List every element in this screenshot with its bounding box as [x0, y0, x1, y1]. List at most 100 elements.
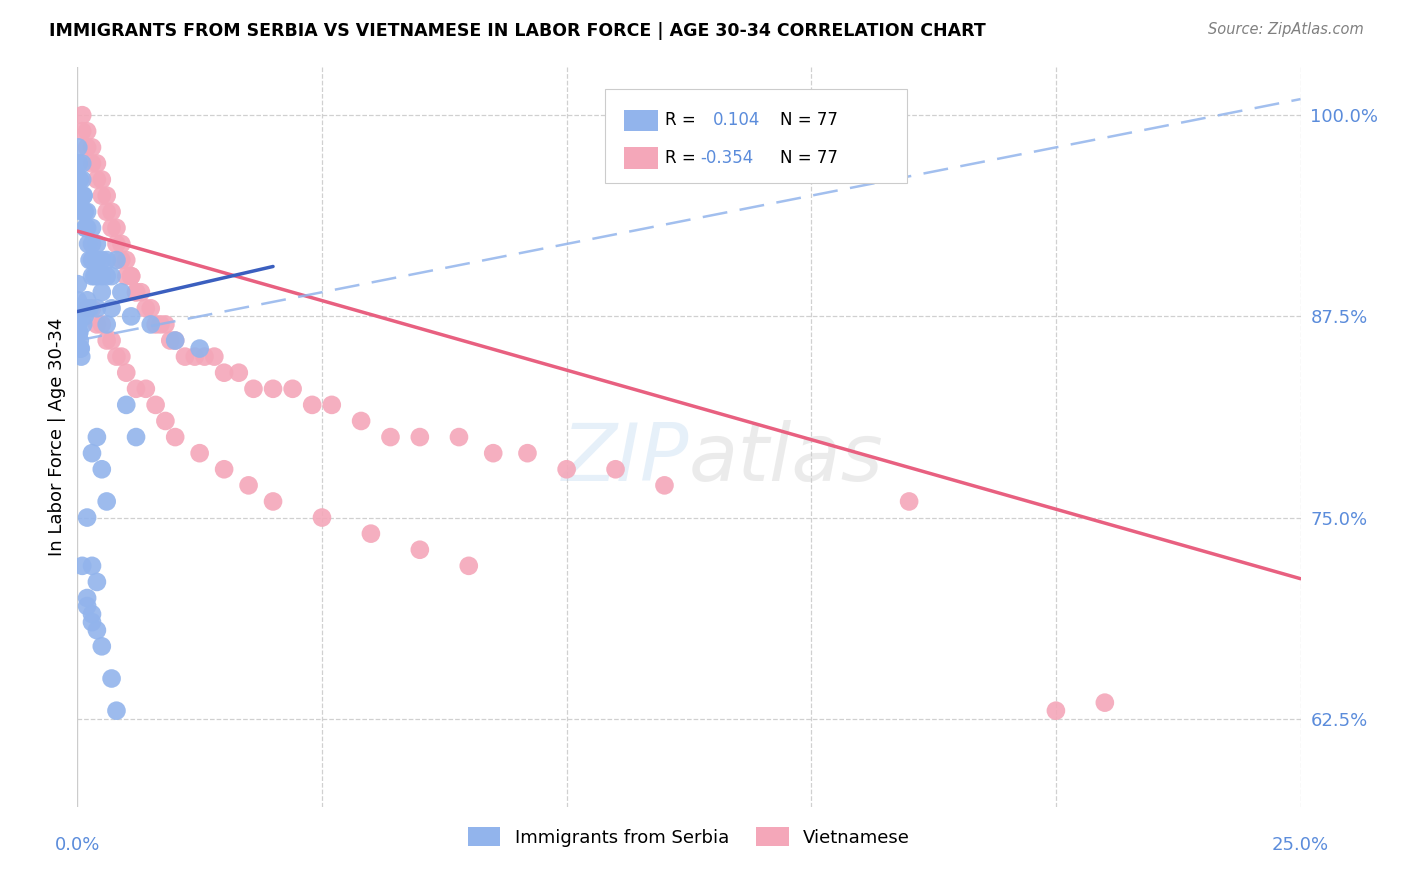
Point — [202, 350, 225, 364]
Point — [516, 446, 538, 460]
Point — [79, 301, 101, 316]
Point — [86, 574, 108, 589]
Point — [110, 253, 132, 268]
Point — [76, 510, 98, 524]
Point — [155, 318, 177, 332]
Point — [76, 140, 98, 154]
Point — [70, 156, 93, 170]
Point — [105, 350, 128, 364]
Text: 25.0%: 25.0% — [1272, 836, 1329, 855]
Point — [212, 366, 235, 380]
Point — [70, 188, 93, 202]
Point — [242, 382, 264, 396]
Point — [159, 334, 181, 348]
Text: R =: R = — [665, 112, 696, 129]
Point — [76, 220, 98, 235]
Point — [90, 285, 112, 300]
Point — [605, 462, 627, 476]
Point — [83, 269, 105, 284]
Point — [86, 624, 108, 638]
Point — [80, 220, 103, 235]
Point — [80, 236, 103, 251]
Point — [73, 188, 96, 202]
Point — [409, 430, 432, 444]
Point — [262, 494, 284, 508]
Point — [80, 140, 103, 154]
Point — [212, 462, 235, 476]
Point — [555, 462, 578, 476]
Point — [67, 326, 90, 340]
Point — [90, 253, 112, 268]
Point — [76, 599, 98, 613]
Point — [90, 188, 112, 202]
Point — [70, 108, 93, 122]
Point — [125, 285, 148, 300]
Point — [262, 382, 284, 396]
Point — [409, 542, 432, 557]
Point — [79, 253, 101, 268]
Text: 0.0%: 0.0% — [55, 836, 100, 855]
Point — [193, 350, 215, 364]
Point — [86, 253, 108, 268]
Point — [380, 430, 402, 444]
Point — [86, 172, 108, 186]
Point — [1045, 704, 1067, 718]
Legend: Immigrants from Serbia, Vietnamese: Immigrants from Serbia, Vietnamese — [461, 820, 917, 854]
Point — [188, 446, 211, 460]
Point — [115, 269, 138, 284]
Y-axis label: In Labor Force | Age 30-34: In Labor Force | Age 30-34 — [48, 318, 66, 557]
Point — [80, 615, 103, 629]
Point — [76, 293, 98, 308]
Point — [69, 188, 91, 202]
Text: atlas: atlas — [689, 420, 884, 499]
Point — [139, 318, 162, 332]
Point — [70, 350, 93, 364]
Point — [174, 350, 197, 364]
Point — [86, 236, 108, 251]
Point — [105, 253, 128, 268]
Point — [447, 430, 470, 444]
Point — [110, 236, 132, 251]
Point — [457, 558, 479, 573]
Point — [228, 366, 250, 380]
Point — [67, 326, 90, 340]
Point — [139, 301, 162, 316]
Point — [360, 526, 382, 541]
Point — [145, 398, 167, 412]
Point — [67, 172, 90, 186]
Point — [135, 382, 157, 396]
Point — [73, 310, 96, 324]
Point — [69, 188, 91, 202]
Text: IMMIGRANTS FROM SERBIA VS VIETNAMESE IN LABOR FORCE | AGE 30-34 CORRELATION CHAR: IMMIGRANTS FROM SERBIA VS VIETNAMESE IN … — [49, 22, 986, 40]
Point — [96, 253, 118, 268]
Point — [350, 414, 373, 428]
Point — [67, 310, 90, 324]
Point — [86, 269, 108, 284]
Point — [115, 366, 138, 380]
Point — [135, 301, 157, 316]
Text: ZIP: ZIP — [561, 420, 689, 499]
Point — [96, 188, 118, 202]
Point — [96, 494, 118, 508]
Point — [105, 704, 128, 718]
Point — [80, 269, 103, 284]
Point — [70, 124, 93, 138]
Point — [96, 204, 118, 219]
Point — [72, 318, 94, 332]
Point — [100, 220, 122, 235]
Point — [90, 269, 112, 284]
Point — [66, 277, 89, 292]
Point — [86, 430, 108, 444]
Point — [115, 253, 138, 268]
Point — [898, 494, 921, 508]
Point — [75, 220, 97, 235]
Point — [69, 342, 91, 356]
Point — [90, 172, 112, 186]
Point — [96, 334, 118, 348]
Point — [75, 220, 97, 235]
Point — [80, 156, 103, 170]
Text: -0.354: -0.354 — [700, 149, 754, 167]
Point — [654, 478, 676, 492]
Point — [76, 301, 98, 316]
Point — [96, 269, 118, 284]
